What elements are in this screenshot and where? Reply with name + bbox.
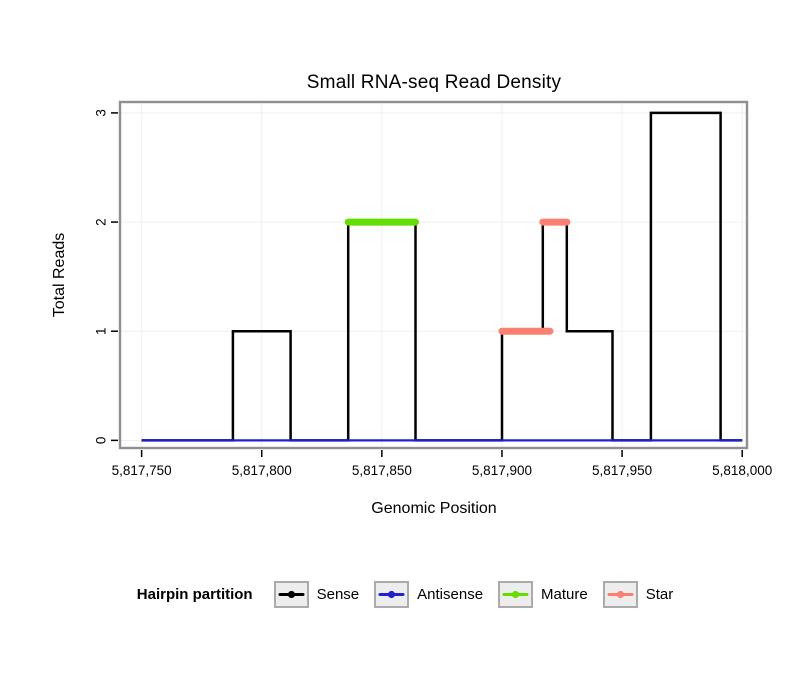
x-tick-label: 5,817,900: [472, 463, 532, 478]
legend-title: Hairpin partition: [136, 586, 253, 603]
y-tick-label: 1: [94, 327, 109, 335]
legend-item-antisense: Antisense: [373, 580, 483, 609]
x-tick-label: 5,817,750: [112, 463, 172, 478]
key-dot: [511, 590, 520, 599]
plot-panel: [120, 102, 747, 448]
mature-key-icon: [498, 581, 534, 608]
panel-border: [118, 100, 749, 450]
x-axis: 5,817,750 5,817,800 5,817,850 5,817,900 5,81…: [112, 450, 772, 478]
antisense-key-icon: [374, 581, 410, 608]
key-dot: [388, 590, 396, 599]
legend-item-star: Star: [602, 580, 674, 609]
x-tick-label: 5,817,850: [352, 463, 412, 478]
chart-title: Small RNA-seq Read Density: [306, 72, 562, 93]
key-dot: [287, 590, 295, 599]
x-tick-label: 5,817,800: [232, 463, 292, 478]
legend-item-sense: Sense: [273, 580, 360, 609]
y-tick-label: 2: [94, 218, 109, 226]
y-tick-label: 3: [94, 109, 109, 117]
legend-item-mature: Mature: [497, 580, 588, 609]
legend-label: Antisense: [417, 586, 484, 603]
sense-key-icon: [273, 581, 309, 608]
legend-label: Mature: [541, 586, 588, 603]
x-tick-label: 5,818,000: [712, 463, 772, 478]
x-axis-label: Genomic Position: [371, 500, 497, 517]
legend-label: Sense: [316, 586, 360, 603]
key-dot: [616, 590, 624, 599]
legend: Hairpin partition Sense Antisense Mature…: [0, 580, 810, 609]
x-tick-label: 5,817,950: [592, 463, 652, 478]
y-tick-label: 0: [94, 437, 109, 445]
read-density-plot: 5,817,750 5,817,800 5,817,850 5,817,900 5,81…: [94, 100, 772, 478]
star-key-icon: [602, 581, 638, 608]
legend-label: Star: [645, 586, 674, 603]
series-star: [498, 218, 571, 335]
y-axis: 0 1 2 3: [94, 109, 118, 444]
